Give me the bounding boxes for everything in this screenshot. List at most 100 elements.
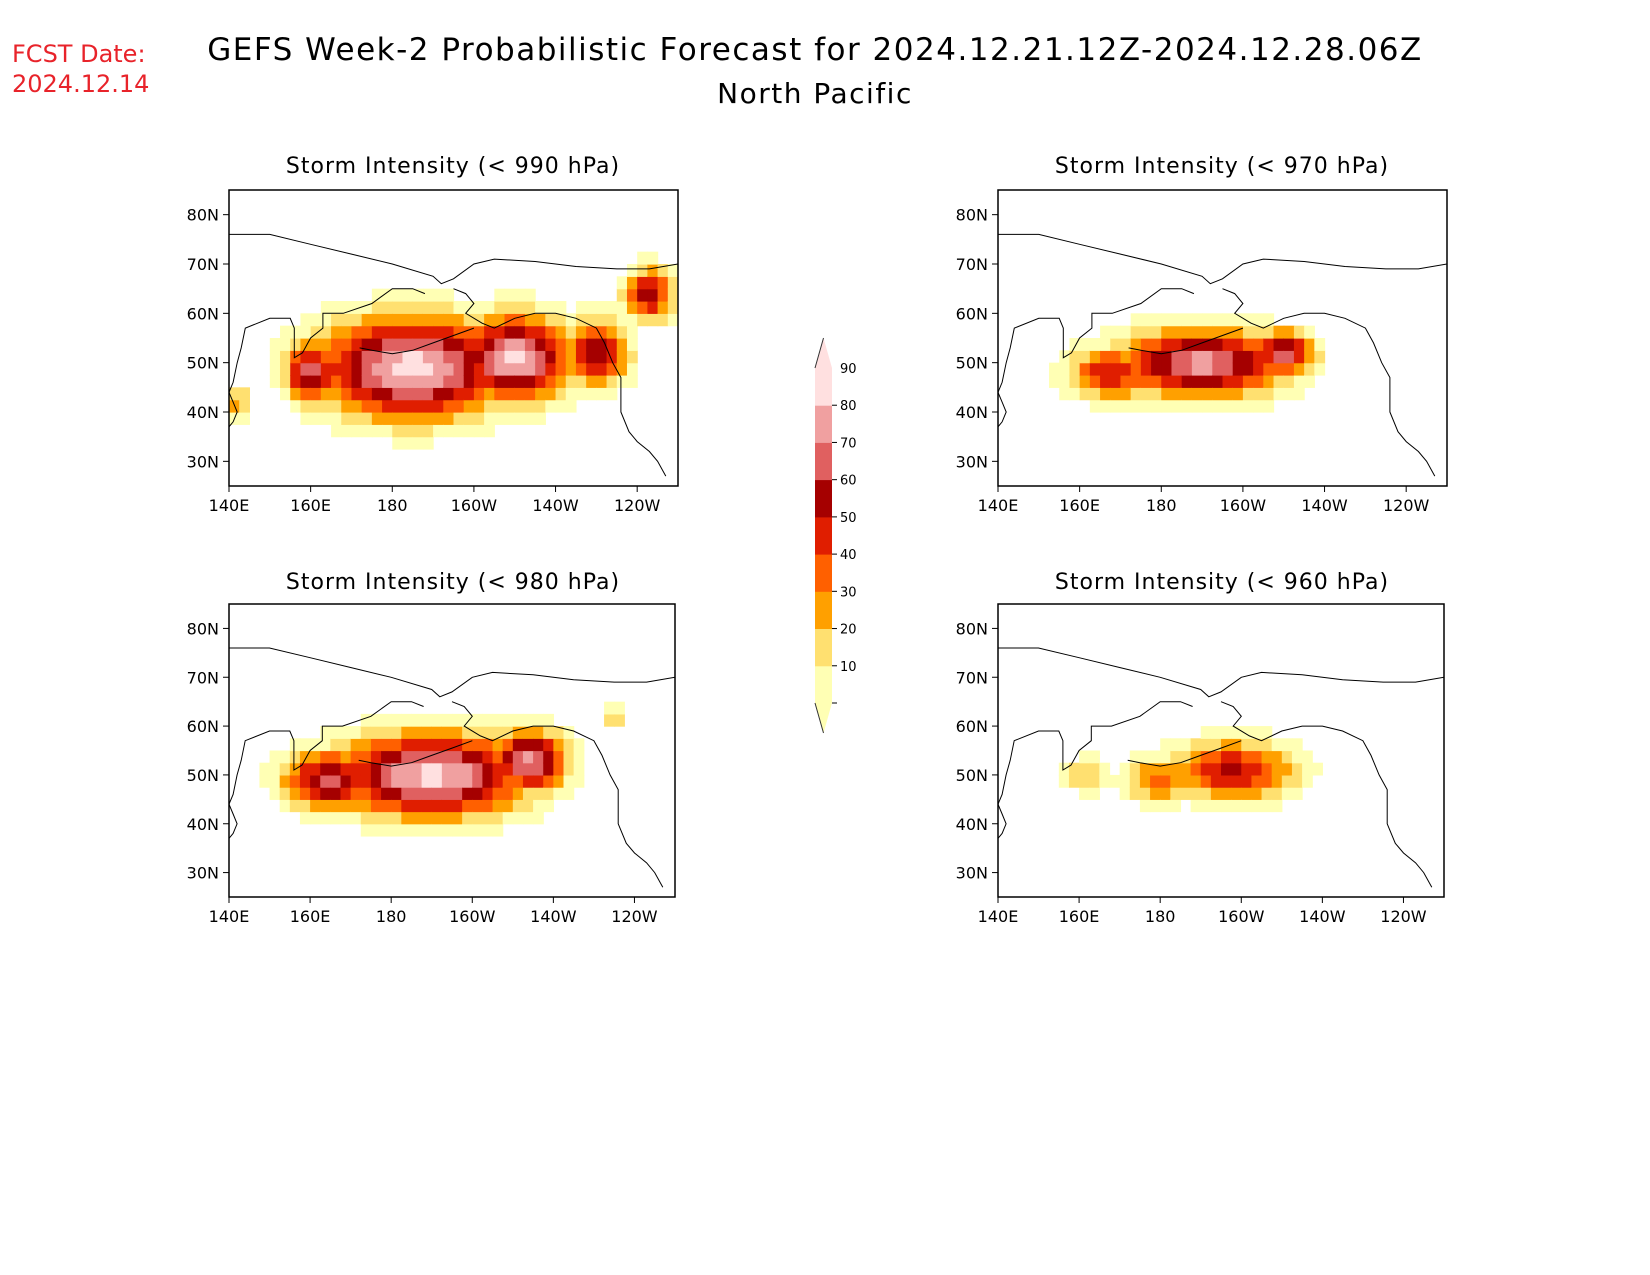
grid-cell — [533, 787, 544, 800]
grid-cell — [330, 799, 342, 813]
grid-cell — [392, 313, 404, 327]
grid-cell — [462, 726, 473, 739]
grid-cell — [1231, 738, 1242, 752]
y-tick-label: 30N — [956, 452, 988, 471]
grid-cell — [452, 750, 463, 764]
grid-cell — [441, 750, 453, 764]
grid-cell — [472, 738, 484, 752]
grid-cell — [1130, 350, 1142, 364]
grid-cell — [573, 750, 585, 764]
grid-cell — [575, 301, 587, 314]
grid-cell — [1171, 387, 1183, 401]
grid-cell — [1221, 774, 1232, 788]
grid-cell — [350, 762, 362, 776]
grid-cell — [514, 412, 526, 425]
grid-cell — [514, 387, 526, 401]
y-tick-label: 70N — [187, 255, 219, 274]
grid-cell — [463, 399, 475, 413]
grid-cell — [514, 362, 526, 376]
grid-cell — [514, 375, 526, 388]
coastline-segment — [229, 647, 675, 698]
grid-cell — [1251, 799, 1263, 813]
grid-cell — [555, 350, 567, 364]
grid-cell — [535, 325, 546, 339]
grid-cell — [422, 325, 434, 339]
grid-cell — [1089, 375, 1101, 388]
grid-cell — [1129, 774, 1141, 788]
grid-cell — [494, 362, 506, 376]
grid-cell — [463, 362, 475, 376]
grid-cell — [443, 338, 455, 351]
colorbar-segment — [815, 516, 832, 555]
grid-cell — [411, 713, 423, 727]
grid-cell — [310, 774, 321, 788]
grid-cell — [443, 288, 455, 302]
fcst-date-label: FCST Date: — [12, 40, 146, 68]
grid-cell — [1212, 313, 1224, 327]
grid-cell — [484, 399, 495, 413]
grid-cell — [443, 399, 455, 413]
grid-cell — [310, 750, 321, 764]
grid-cell — [370, 823, 382, 837]
grid-cell — [657, 288, 669, 302]
grid-cell — [545, 387, 557, 401]
grid-cell — [401, 774, 413, 788]
grid-cell — [382, 325, 393, 339]
y-tick-label: 40N — [187, 815, 219, 834]
grid-cell — [1293, 387, 1305, 401]
grid-cell — [1202, 399, 1213, 413]
grid-cell — [1140, 313, 1152, 327]
grid-cell — [462, 738, 473, 752]
grid-cell — [381, 823, 392, 837]
grid-cell — [492, 823, 504, 837]
grid-cell — [524, 362, 536, 376]
grid-cell — [453, 325, 465, 339]
grid-cell — [1251, 738, 1263, 752]
grid-cell — [1100, 399, 1111, 413]
grid-cell — [320, 325, 332, 339]
grid-cell — [482, 713, 494, 727]
grid-cell — [360, 774, 372, 788]
grid-cell — [1151, 325, 1162, 339]
grid-cell — [1242, 399, 1254, 413]
grid-cell — [1110, 350, 1122, 364]
grid-cell — [412, 362, 424, 376]
grid-cell — [535, 399, 546, 413]
grid-cell — [482, 799, 494, 813]
grid-cell — [1261, 726, 1273, 739]
grid-cell — [381, 811, 392, 825]
grid-cell — [382, 313, 393, 327]
grid-cell — [1089, 399, 1101, 413]
grid-cell — [1079, 362, 1091, 376]
grid-cell — [421, 762, 433, 776]
grid-cell — [1291, 774, 1303, 788]
grid-cell — [1263, 350, 1275, 364]
grid-cell — [494, 350, 506, 364]
grid-cell — [412, 350, 424, 364]
grid-cell — [421, 774, 433, 788]
grid-cell — [371, 399, 383, 413]
grid-cell — [433, 375, 444, 388]
grid-cell — [331, 325, 342, 339]
grid-cell — [626, 338, 638, 351]
grid-cell — [1222, 325, 1234, 339]
grid-cell — [371, 375, 383, 388]
grid-cell — [1079, 774, 1090, 788]
grid-cell — [1120, 362, 1132, 376]
coastline-segment — [998, 804, 1007, 840]
grid-cell — [1202, 387, 1213, 401]
grid-cell — [299, 811, 311, 825]
colorbar-top-cap — [815, 338, 832, 368]
grid-cell — [1253, 362, 1264, 376]
grid-cell — [331, 424, 342, 438]
grid-cell — [494, 399, 506, 413]
grid-cell — [1191, 325, 1203, 339]
grid-cell — [452, 799, 463, 813]
grid-cell — [351, 424, 363, 438]
grid-cell — [1271, 762, 1283, 776]
grid-cell — [422, 313, 434, 327]
grid-cell — [667, 264, 678, 277]
grid-cell — [472, 762, 484, 776]
grid-cell — [563, 750, 575, 764]
grid-cell — [350, 787, 362, 800]
